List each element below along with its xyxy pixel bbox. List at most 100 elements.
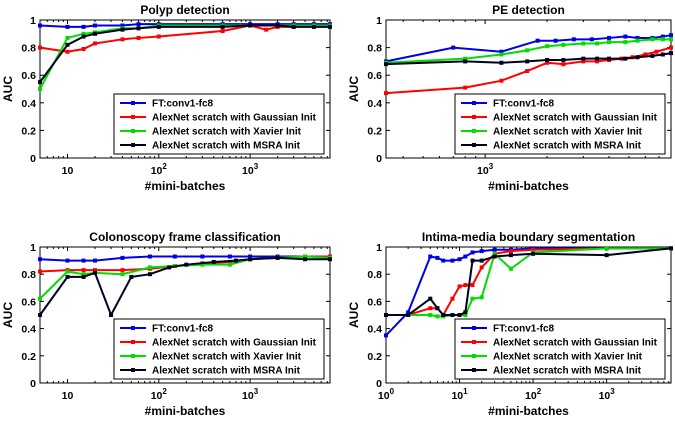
legend-marker-xavier (131, 354, 135, 358)
data-point-ft (227, 254, 232, 259)
legend-label-msra: AlexNet scratch with MSRA Init (493, 141, 642, 152)
legend-label-ft: FT:conv1-fc8 (493, 324, 555, 335)
data-point-msra (92, 31, 97, 36)
legend-label-msra: AlexNet scratch with MSRA Init (152, 366, 301, 377)
x-tick-base: 10 (242, 165, 254, 177)
legend-box (113, 93, 325, 155)
legend-box (454, 93, 666, 155)
legend: FT:conv1-fc8 AlexNet scratch with Gaussia… (113, 93, 325, 155)
legend-label-xavier: AlexNet scratch with Xavier Init (493, 127, 643, 138)
y-tick-label: 0.6 (21, 296, 36, 308)
data-point-msra (669, 246, 673, 251)
x-tick-label-text: 10 (62, 165, 74, 177)
y-tick-label: 1 (376, 15, 382, 27)
data-point-xavier (525, 48, 530, 53)
legend-label-xavier: AlexNet scratch with Xavier Init (152, 127, 302, 138)
data-point-ft (65, 258, 70, 263)
y-tick-label: 0.6 (367, 296, 382, 308)
series-xavier (384, 37, 673, 65)
data-point-msra (435, 306, 440, 311)
data-point-gaussian (384, 91, 388, 96)
x-tick-exponent: 2 (162, 162, 167, 171)
series-msra (38, 23, 332, 85)
data-point-ft (172, 254, 177, 259)
data-point-msra (479, 258, 484, 263)
x-tick-base: 10 (151, 165, 163, 177)
y-tick-label: 0.2 (367, 351, 382, 363)
data-point-ft (450, 258, 455, 263)
x-tick-exponent: 3 (254, 162, 259, 171)
data-point-msra (607, 56, 612, 61)
y-tick-label: 0.4 (367, 324, 382, 336)
chart-panel-3: Colonoscopy frame classification AUC #mini… (1, 230, 332, 418)
data-point-msra (167, 265, 172, 270)
y-tick-label: 0.4 (21, 324, 36, 336)
data-point-gaussian (463, 85, 468, 90)
legend-marker-ft (131, 101, 135, 105)
data-point-ft (38, 257, 42, 262)
data-point-xavier (635, 38, 640, 43)
chart-panel-1: Polyp detection AUC #mini-batches 0 0.2 0.4 0.… (1, 3, 332, 193)
data-point-ft (200, 254, 205, 259)
data-point-gaussian (463, 283, 468, 288)
data-point-msra (328, 257, 332, 262)
data-point-msra (38, 313, 42, 317)
data-point-msra (463, 59, 468, 64)
data-point-xavier (227, 262, 232, 267)
data-point-gaussian (457, 284, 462, 289)
y-tick-label: 0.4 (367, 98, 382, 110)
data-point-ft (428, 254, 433, 259)
legend-marker-msra (131, 368, 135, 372)
legend: FT:conv1-fc8 AlexNet scratch with Gaussia… (454, 318, 666, 380)
legend-label-msra: AlexNet scratch with MSRA Init (152, 141, 301, 152)
data-point-msra (428, 296, 433, 301)
x-tick-base: 10 (151, 390, 163, 402)
series-line-msra (385, 52, 672, 66)
legend-label-gaussian: AlexNet scratch with Gaussian Init (152, 113, 317, 124)
data-point-gaussian (120, 268, 125, 273)
data-point-xavier (595, 41, 600, 46)
data-point-msra (211, 259, 216, 264)
y-tick-label: 1 (30, 242, 36, 254)
x-tick-label: 10 (62, 390, 74, 402)
data-point-ft (92, 23, 97, 28)
data-point-ft (607, 35, 612, 40)
chart-title: PE detection (492, 3, 565, 17)
data-point-msra (147, 272, 152, 277)
data-point-msra (129, 274, 134, 279)
legend-label-xavier: AlexNet scratch with Xavier Init (493, 352, 643, 363)
data-point-ft (120, 255, 125, 260)
y-tick-label: 0 (30, 153, 36, 165)
data-point-msra (65, 42, 70, 47)
series-line-xavier (385, 38, 671, 64)
x-tick-label-text: 10 (62, 390, 74, 402)
x-tick-label: 103 (477, 162, 494, 177)
data-point-msra (220, 24, 225, 29)
data-point-ft (81, 258, 86, 263)
data-point-msra (275, 255, 280, 260)
legend-marker-msra (472, 368, 476, 372)
x-tick-exponent: 0 (390, 387, 395, 396)
data-point-gaussian (581, 59, 586, 64)
data-point-xavier (607, 40, 612, 45)
data-point-xavier (65, 269, 70, 274)
x-tick-exponent: 2 (537, 387, 542, 396)
data-point-ft (248, 254, 253, 259)
legend-label-gaussian: AlexNet scratch with Gaussian Init (152, 338, 317, 349)
x-axis-label: #mini-batches (488, 404, 569, 418)
data-point-msra (291, 24, 296, 29)
y-axis-label: AUC (347, 76, 361, 102)
data-point-msra (156, 24, 161, 29)
data-point-xavier (303, 254, 308, 259)
legend-marker-msra (131, 143, 135, 147)
x-tick-label: 103 (242, 387, 259, 402)
x-tick-exponent: 1 (463, 387, 468, 396)
data-point-msra (604, 253, 609, 258)
legend-label-ft: FT:conv1-fc8 (152, 324, 214, 335)
data-point-ft (571, 37, 576, 42)
x-axis-label: #mini-batches (145, 404, 226, 418)
data-point-ft (535, 38, 540, 43)
legend-marker-gaussian (131, 340, 135, 344)
x-tick-exponent: 3 (254, 387, 259, 396)
